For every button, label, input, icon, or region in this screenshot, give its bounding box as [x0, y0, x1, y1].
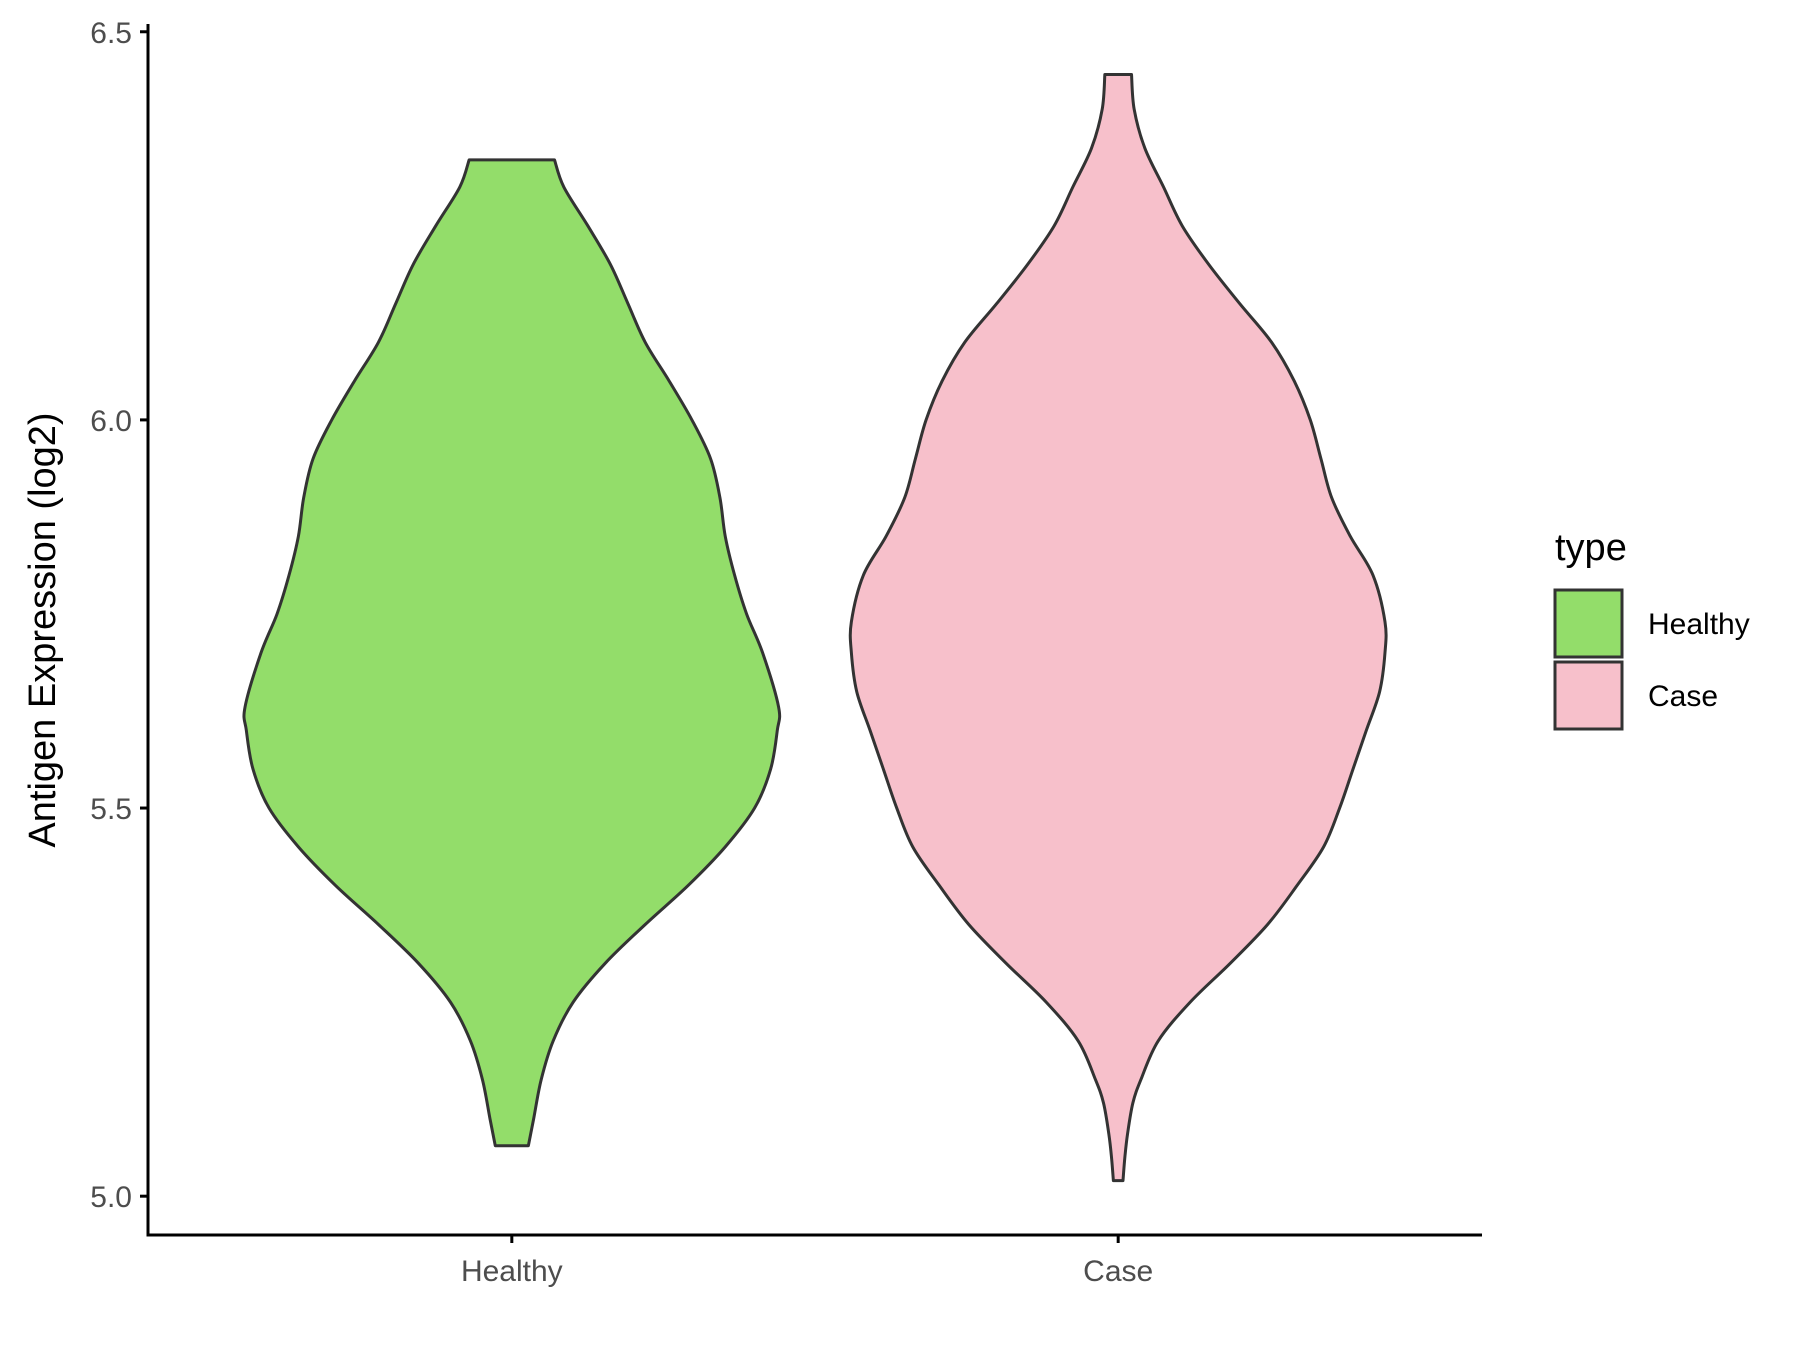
y-tick-label: 5.0 [90, 1181, 132, 1214]
x-tick-label: Case [1083, 1255, 1153, 1288]
plot-area [242, 72, 1388, 1183]
violin-healthy [242, 158, 782, 1148]
y-tick-label: 6.0 [90, 405, 132, 438]
legend-swatch-case [1553, 660, 1624, 731]
legend-entries: Healthy Case [1553, 588, 1750, 731]
y-ticks: 5.0 5.5 6.0 6.5 [90, 17, 148, 1214]
y-tick-label: 6.5 [90, 17, 132, 50]
legend-label: Healthy [1648, 608, 1750, 641]
legend: type Healthy Case [1553, 527, 1750, 731]
x-axis: Healthy Case [146, 1233, 1482, 1288]
legend-title: type [1555, 527, 1627, 569]
y-tick-label: 5.5 [90, 793, 132, 826]
violins [242, 72, 1388, 1183]
legend-swatch-healthy [1553, 588, 1624, 659]
x-tick-label: Healthy [461, 1255, 563, 1288]
y-axis-title: Antigen Expression (log2) [22, 412, 64, 847]
legend-label: Case [1648, 680, 1718, 713]
violin-case [848, 72, 1388, 1183]
x-ticks: Healthy Case [461, 1235, 1153, 1288]
y-axis: 5.0 5.5 6.0 6.5 [90, 17, 150, 1235]
